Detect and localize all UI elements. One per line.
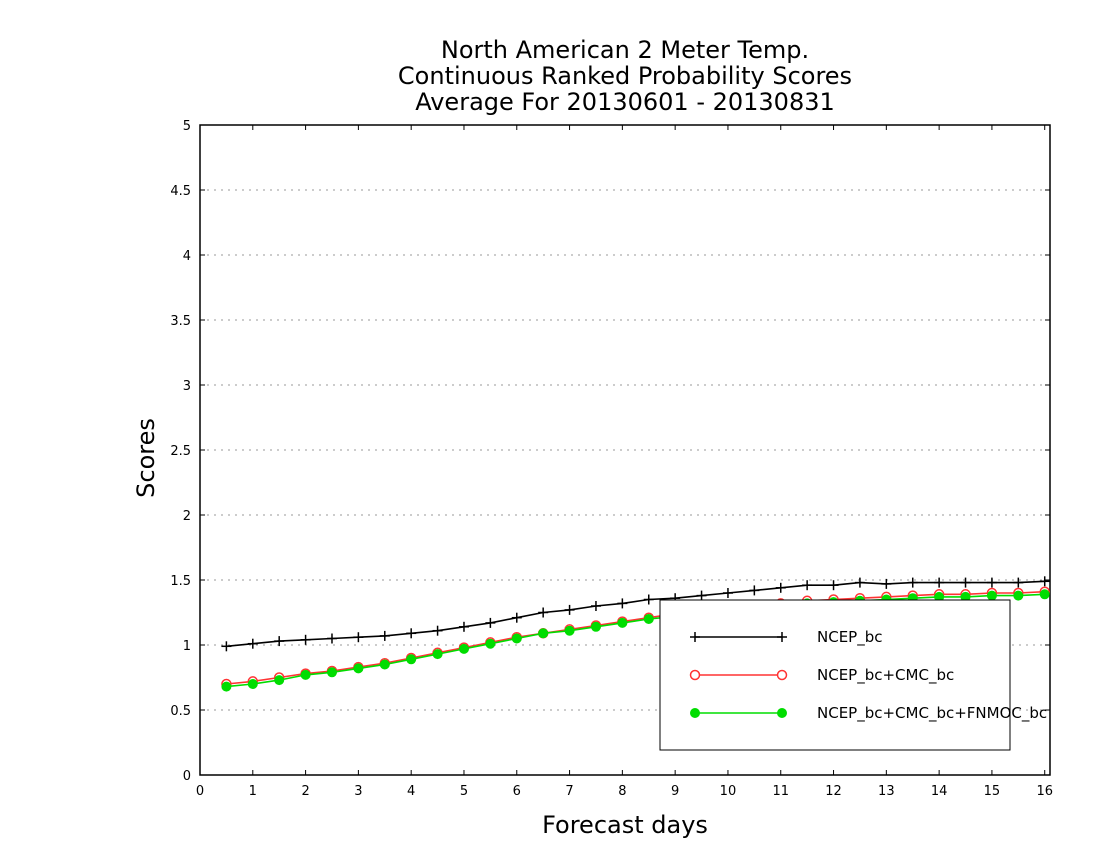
- x-tick-label-8: 8: [618, 784, 626, 799]
- series-0-point-11: [511, 612, 522, 623]
- series-0-point-24: [854, 577, 865, 588]
- legend-label-0: NCEP_bc: [817, 628, 883, 647]
- series-0-point-26: [907, 577, 918, 588]
- series-2-point-3: [300, 669, 311, 680]
- series-2-point-29: [986, 590, 997, 601]
- series-2-point-11: [511, 633, 522, 644]
- series-0-point-20: [749, 585, 760, 596]
- x-tick-label-1: 1: [249, 784, 257, 799]
- x-tick-label-14: 14: [931, 784, 948, 799]
- series-0-point-19: [722, 588, 733, 598]
- x-tick-label-16: 16: [1036, 784, 1053, 799]
- series-0-point-15: [617, 598, 628, 609]
- legend-label-2: NCEP_bc+CMC_bc+FNMOC_bc: [817, 704, 1047, 723]
- series-2-point-0: [221, 681, 232, 692]
- series-2-point-31: [1039, 589, 1050, 600]
- series-2-point-9: [458, 643, 469, 654]
- series-0-point-29: [986, 577, 997, 588]
- series-0-point-22: [802, 580, 813, 591]
- series-0-point-10: [485, 617, 496, 628]
- series-2-point-5: [353, 663, 364, 674]
- series-2-point-2: [274, 675, 285, 686]
- series-2-point-15: [617, 617, 628, 628]
- series-2-point-6: [379, 659, 390, 670]
- series-0-point-8: [432, 625, 443, 636]
- series-0-point-31: [1039, 576, 1050, 587]
- x-tick-label-5: 5: [460, 784, 468, 799]
- y-tick-label-10: 5: [183, 119, 191, 134]
- y-tick-label-8: 4: [183, 249, 191, 264]
- series-0-point-3: [300, 634, 311, 645]
- legend-marker-right-1: [776, 669, 788, 681]
- series-0-point-30: [1013, 577, 1024, 588]
- y-tick-label-0: 0: [183, 769, 191, 784]
- y-axis-title: Scores: [132, 418, 160, 498]
- series-2-point-16: [643, 614, 654, 624]
- series-2-point-13: [564, 625, 575, 636]
- series-0-point-28: [960, 577, 971, 588]
- x-tick-label-15: 15: [984, 784, 1001, 799]
- y-tick-label-5: 2.5: [170, 444, 191, 459]
- series-0-point-7: [406, 628, 417, 639]
- x-tick-label-6: 6: [513, 784, 521, 799]
- x-tick-label-10: 10: [720, 784, 737, 799]
- series-2-point-7: [406, 654, 417, 665]
- series-0-point-14: [590, 601, 601, 611]
- legend-marker-left-1: [689, 669, 701, 681]
- x-tick-label-7: 7: [565, 784, 573, 799]
- series-2-point-10: [485, 638, 496, 649]
- chart-title-line-3: Average For 20130601 - 20130831: [415, 88, 835, 116]
- series-0-point-21: [775, 582, 786, 593]
- series-0-point-5: [353, 632, 364, 643]
- series-0-point-25: [881, 578, 892, 589]
- legend: NCEP_bc NCEP_bc+CMC_bc NCEP_bc+CMC_bc+FNMO…: [659, 599, 1047, 751]
- x-axis: 0 1 2 3 4 5 6 7 8 9 10 11 12 13 14 15 16: [196, 125, 1053, 799]
- series-2-point-12: [538, 628, 549, 639]
- y-tick-label-2: 1: [183, 639, 191, 654]
- y-axis: 0 0.5 1 1.5 2 2.5 3 3.5 4 4.5 5: [170, 119, 1050, 784]
- legend-marker-left-2: [690, 708, 700, 718]
- series-0-point-27: [934, 577, 945, 588]
- series-2-point-8: [432, 649, 443, 660]
- series-0-point-9: [458, 621, 469, 632]
- y-tick-label-9: 4.5: [170, 184, 191, 199]
- series-2-point-14: [590, 621, 601, 632]
- chart-title-line-1: North American 2 Meter Temp.: [440, 36, 810, 64]
- legend-label-1: NCEP_bc+CMC_bc: [817, 666, 954, 685]
- x-axis-title: Forecast days: [542, 811, 708, 839]
- series-2-point-30: [1013, 590, 1024, 601]
- series-group: [221, 576, 1050, 692]
- x-tick-label-0: 0: [196, 784, 204, 799]
- y-tick-label-3: 1.5: [170, 574, 191, 589]
- series-0-point-4: [326, 633, 337, 644]
- y-tick-label-7: 3.5: [170, 314, 191, 329]
- x-tick-label-11: 11: [772, 784, 789, 799]
- series-0-point-12: [538, 607, 549, 618]
- series-0-point-16: [643, 594, 654, 605]
- legend-marker-left-0: [690, 632, 700, 642]
- x-tick-label-9: 9: [671, 784, 679, 799]
- chart-title-line-2: Continuous Ranked Probability Scores: [397, 62, 853, 90]
- legend-marker-right-0: [777, 632, 787, 642]
- x-tick-label-13: 13: [878, 784, 895, 799]
- y-tick-label-1: 0.5: [170, 704, 191, 719]
- y-tick-label-6: 3: [183, 379, 191, 394]
- x-tick-label-3: 3: [354, 784, 362, 799]
- series-2-point-4: [326, 667, 337, 678]
- legend-marker-right-2: [777, 708, 787, 718]
- y-tick-label-4: 2: [183, 509, 191, 524]
- series-0-point-18: [696, 590, 707, 601]
- series-2-point-1: [247, 679, 258, 689]
- series-0-point-13: [564, 604, 575, 615]
- series-0-point-1: [247, 638, 258, 649]
- series-0-point-23: [828, 580, 839, 591]
- x-tick-label-12: 12: [825, 784, 842, 799]
- series-0-point-6: [379, 630, 390, 641]
- series-0-point-0: [221, 641, 232, 652]
- series-0-point-2: [274, 636, 285, 647]
- x-tick-label-4: 4: [407, 784, 415, 799]
- x-tick-label-2: 2: [301, 784, 309, 799]
